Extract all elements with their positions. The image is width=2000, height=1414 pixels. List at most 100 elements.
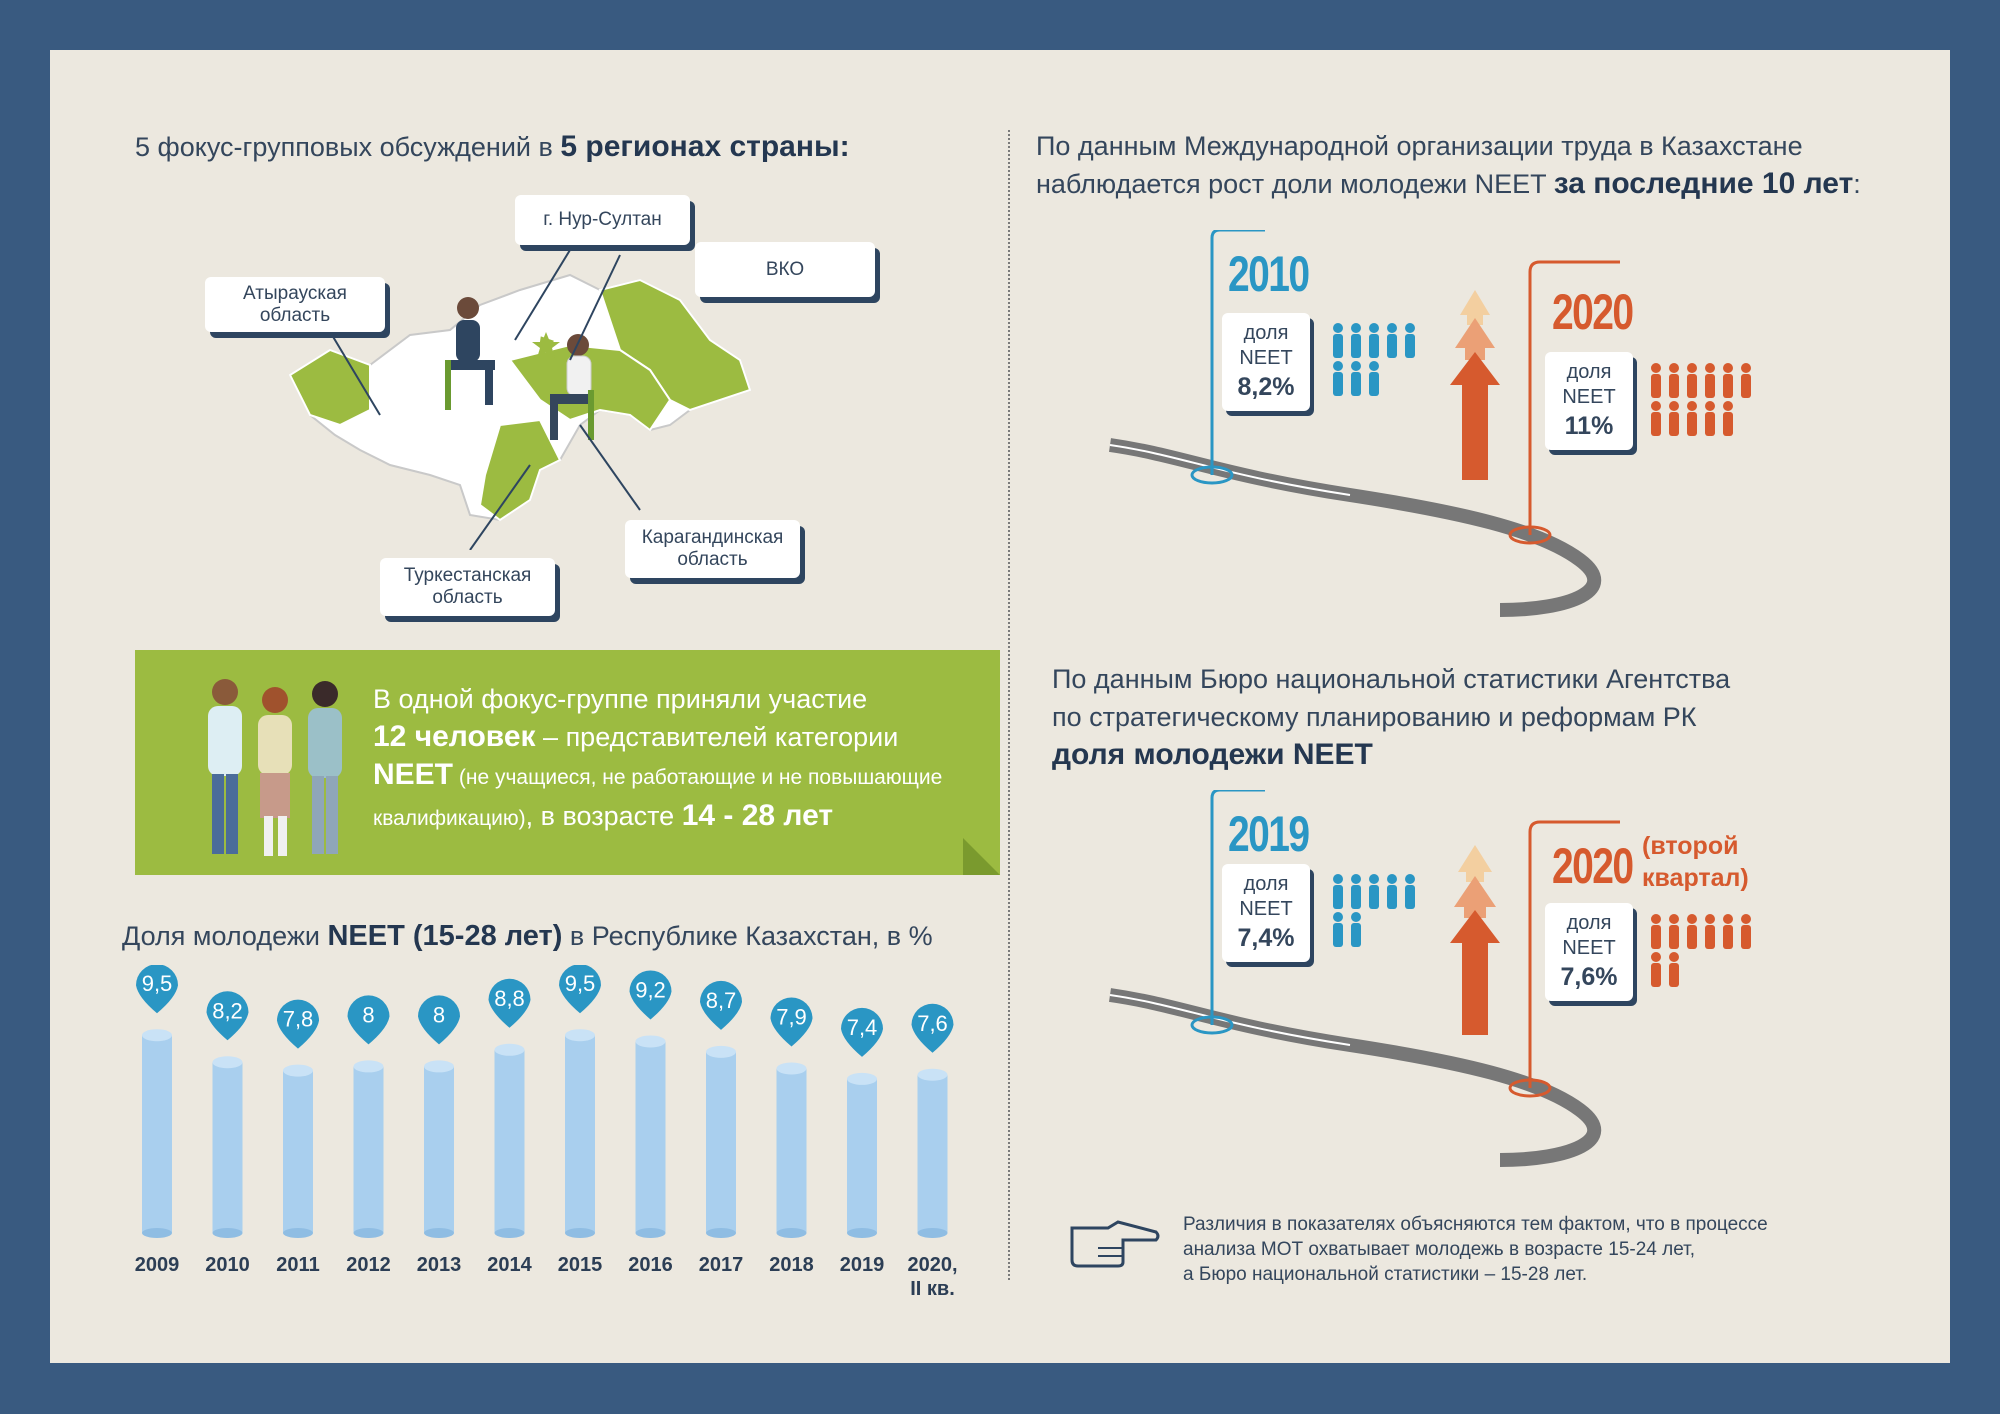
- banner-line1: В одной фокус-группе приняли участие: [373, 684, 868, 714]
- note-line1: Различия в показателях объясняются тем ф…: [1183, 1214, 1768, 1235]
- bns-year-2019: 2019: [1228, 806, 1310, 862]
- bar-cap-7: [635, 1035, 666, 1048]
- ilo-year-2020: 2020: [1552, 284, 1634, 340]
- ilo-line2-pre: наблюдается рост доли молодежи NEET: [1036, 169, 1554, 199]
- column-divider: [1008, 130, 1010, 1280]
- bns-line2: по стратегическому планированию и реформ…: [1052, 702, 1697, 732]
- bar-11: [917, 1074, 948, 1233]
- bns-stat-2020: доля NEET 7,6%: [1545, 903, 1633, 1001]
- chart-title-post: в Республике Казахстан, в %: [562, 921, 933, 951]
- bar-cap-3: [353, 1060, 384, 1073]
- ilo-line2-bold: за последние 10 лет: [1553, 167, 1854, 200]
- year-label-8: 2017: [699, 1254, 744, 1276]
- callout-nur-sultan-label: г. Нур-Султан: [543, 209, 662, 230]
- kazakhstan-map: [288, 250, 752, 550]
- value-label-10: 7,4: [847, 1015, 878, 1040]
- value-label-8: 8,7: [706, 988, 737, 1013]
- pointing-hand-icon: [1070, 1220, 1160, 1268]
- people-icons-2019: [1333, 874, 1415, 947]
- bns-flag-2019: [1210, 790, 1265, 1025]
- callout-karaganda-line2: область: [677, 549, 748, 570]
- year-label-6: 2015: [558, 1254, 603, 1276]
- bar-0: [142, 1035, 172, 1233]
- callout-atyrau: Атырауская область: [205, 277, 385, 332]
- methodology-note: Различия в показателях объясняются тем ф…: [1183, 1212, 1883, 1287]
- banner-age: 14 - 28 лет: [681, 799, 834, 832]
- bar-cap-8: [706, 1045, 736, 1058]
- banner-text: В одной фокус-группе приняли участие 12 …: [373, 680, 973, 838]
- people-icons-2020: [1651, 363, 1751, 436]
- bar-cap-2: [283, 1064, 313, 1077]
- callout-line-vko: [569, 254, 621, 361]
- heading-text: 5 фокус-групповых обсуждений в: [135, 132, 561, 162]
- callout-nur-sultan: г. Нур-Султан: [515, 195, 690, 245]
- participants-banner: В одной фокус-группе приняли участие 12 …: [135, 650, 1000, 875]
- value-label-3: 8: [362, 1002, 374, 1027]
- bar-base-2: [283, 1228, 313, 1238]
- heading-bold: 5 регионах страны:: [560, 130, 850, 163]
- bar-base-11: [917, 1228, 948, 1238]
- ilo-year-2010: 2010: [1228, 246, 1310, 302]
- banner-corner-fold: [963, 838, 1000, 875]
- ilo-stat-2010: доля NEET 8,2%: [1222, 313, 1310, 411]
- discussion-people-icon: [445, 297, 594, 440]
- value-label-4: 8: [433, 1002, 445, 1027]
- callout-karaganda: Карагандинская область: [625, 520, 800, 578]
- callout-line-nur-sultan: [514, 250, 571, 341]
- callout-line-turkestan: [469, 464, 531, 550]
- bar-base-9: [776, 1228, 807, 1238]
- bar-cap-4: [424, 1060, 454, 1073]
- bar-cap-1: [212, 1056, 243, 1069]
- callout-vko: ВКО: [695, 242, 875, 297]
- bns-year-note-line1: (второй: [1642, 832, 1739, 860]
- callout-turkestan-line2: область: [432, 587, 503, 608]
- focus-groups-heading: 5 фокус-групповых обсуждений в 5 региона…: [135, 128, 850, 166]
- callout-vko-label: ВКО: [765, 258, 805, 280]
- bns-flag-2020: [1528, 820, 1620, 1088]
- year-label-2: 2011: [276, 1254, 319, 1276]
- value-label-9: 7,9: [776, 1005, 807, 1030]
- bns-year-2020: 2020: [1552, 838, 1634, 894]
- ilo-line2-post: :: [1853, 169, 1861, 199]
- bar-8: [706, 1051, 736, 1233]
- value-pin-0: [136, 965, 178, 1014]
- bns-growth-arrows-icon: [1450, 845, 1500, 1035]
- bar-base-3: [353, 1228, 384, 1238]
- ilo-heading: По данным Международной организации труд…: [1036, 127, 1861, 203]
- value-label-0: 9,5: [142, 971, 173, 996]
- value-pin-11: [911, 1003, 954, 1053]
- bar-4: [424, 1066, 454, 1233]
- bar-cap-9: [776, 1062, 807, 1075]
- bar-base-0: [142, 1228, 172, 1238]
- bns-line1: По данным Бюро национальной статистики А…: [1052, 664, 1731, 694]
- ilo-stat-2020-label1: доля: [1566, 361, 1612, 383]
- bns-stat-2019: доля NEET 7,4%: [1222, 864, 1310, 962]
- ilo-stat-2010-value: 8,2%: [1237, 373, 1295, 401]
- bns-heading: По данным Бюро национальной статистики А…: [1052, 660, 1730, 774]
- bar-6: [565, 1035, 595, 1233]
- capital-star-icon: [532, 332, 560, 358]
- bar-base-7: [635, 1228, 666, 1238]
- value-pin-4: [418, 995, 460, 1045]
- year-label-9: 2018: [769, 1254, 814, 1276]
- banner-line4-mid: , в возрасте: [525, 801, 682, 831]
- bar-cap-11: [917, 1068, 948, 1081]
- youth-group-icon: [208, 679, 342, 856]
- value-label-1: 8,2: [212, 998, 243, 1023]
- callout-line-karaganda: [579, 424, 641, 511]
- bar-base-10: [847, 1228, 877, 1238]
- year-label-3: 2012: [346, 1254, 391, 1276]
- bar-3: [353, 1066, 384, 1233]
- chart-title-bold: NEET (15-28 лет): [327, 920, 563, 952]
- bar-cap-6: [565, 1029, 595, 1042]
- year-label-1: 2010: [205, 1254, 250, 1276]
- banner-neet: NEET: [373, 758, 454, 791]
- banner-line4-note: квалификацию): [373, 807, 526, 830]
- ilo-stat-2020-label2: NEET: [1562, 386, 1616, 408]
- value-label-7: 9,2: [635, 977, 666, 1002]
- bar-10: [847, 1078, 877, 1233]
- note-line3: а Бюро национальной статистики – 15-28 л…: [1183, 1264, 1588, 1285]
- year-label-11: 2020,: [907, 1254, 957, 1276]
- bar-2: [283, 1070, 313, 1233]
- bar-base-4: [424, 1228, 454, 1238]
